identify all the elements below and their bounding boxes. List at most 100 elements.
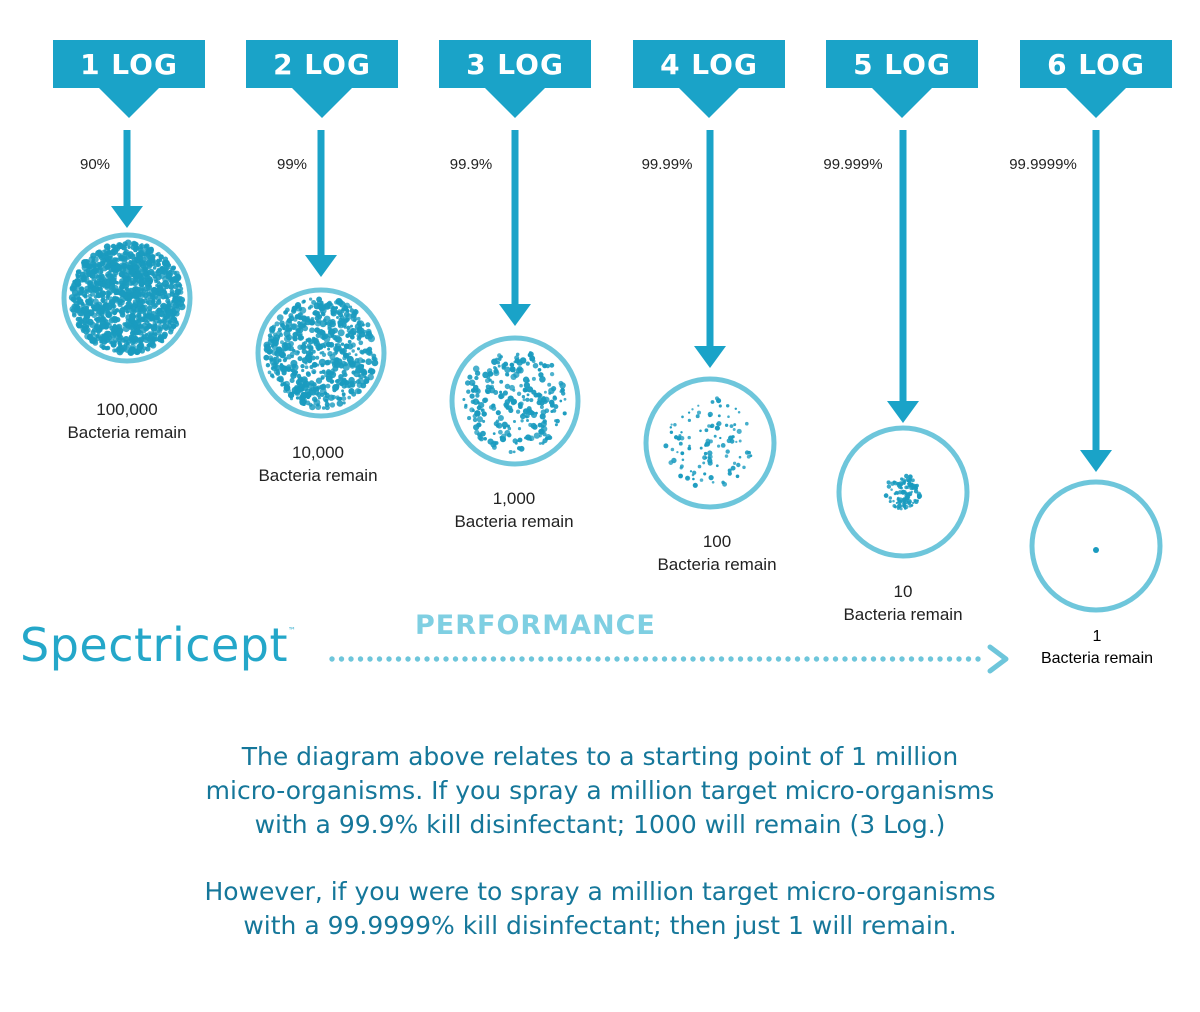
bacterium-dot — [744, 450, 750, 455]
bacterium-dot — [888, 499, 892, 504]
bacterium-dot — [714, 425, 720, 431]
bacterium-dot — [168, 329, 174, 335]
bacterium-dot — [470, 388, 476, 393]
bacterium-dot — [358, 340, 364, 346]
bacterium-dot — [704, 456, 708, 460]
bacterium-dot — [892, 499, 895, 503]
bacterium-dot — [287, 327, 293, 332]
performance-dot — [652, 656, 658, 662]
performance-dot — [500, 656, 506, 662]
bacterium-dot — [343, 352, 350, 359]
bacterium-dot — [551, 386, 557, 392]
bacterium-dot — [273, 334, 280, 342]
bacterium-dot — [681, 458, 685, 462]
bacterium-dot — [708, 439, 713, 444]
remain-caption-6: 1 Bacteria remain — [1041, 626, 1153, 670]
bacterium-dot — [521, 395, 526, 399]
bacterium-dot — [523, 436, 527, 440]
log-banner-3: 3 LOG — [439, 40, 591, 88]
bacterium-dot — [86, 325, 90, 329]
remain-count-5: 10 — [893, 582, 913, 601]
bacterium-dot — [77, 316, 83, 322]
bacterium-dot — [497, 364, 501, 368]
bacterium-dot — [145, 300, 150, 305]
bacterium-dot — [105, 345, 111, 351]
performance-dot — [794, 656, 801, 662]
bacterium-dot — [331, 305, 336, 310]
bacterium-dot — [472, 417, 478, 423]
bacterium-dot — [280, 383, 284, 387]
bacterium-dot — [75, 269, 81, 275]
bacterium-dot — [482, 419, 486, 423]
bacterium-dot — [540, 396, 547, 403]
performance-dot — [956, 656, 962, 662]
trademark-mark: ™ — [288, 626, 297, 635]
bacterium-dot — [515, 352, 520, 357]
bacterium-dot — [892, 504, 897, 508]
bacterium-dot — [311, 361, 318, 368]
bacterium-dot — [124, 248, 128, 253]
bacterium-dot — [492, 432, 496, 435]
bacterium-dot — [283, 389, 288, 393]
bacterium-dot — [158, 254, 164, 260]
bacterium-dot — [710, 400, 715, 404]
bacterium-dot — [487, 438, 494, 445]
bacterium-dot — [513, 360, 517, 364]
bacterium-dot — [713, 434, 717, 438]
performance-dot — [851, 656, 858, 662]
bacterium-dot — [528, 353, 532, 358]
bacterium-dot — [320, 384, 327, 391]
bacterium-dot — [678, 441, 683, 446]
bacterium-dot — [146, 326, 150, 330]
bacterium-dot — [290, 359, 298, 367]
bacterium-dot — [486, 375, 491, 380]
bacterium-dot — [130, 307, 136, 313]
bacterium-dot — [552, 396, 558, 401]
bacterium-dot — [343, 325, 347, 329]
bacterium-dot — [315, 404, 322, 410]
bacterium-dot — [897, 484, 902, 489]
bacterium-dot — [171, 299, 175, 303]
bacterium-dot — [86, 269, 91, 274]
bacterium-dot — [158, 336, 163, 340]
bacterium-dot — [162, 322, 170, 330]
performance-dot — [585, 656, 592, 662]
bacterium-dot — [85, 281, 89, 285]
bacterium-dot — [297, 356, 303, 362]
performance-dot — [709, 656, 715, 662]
bacterium-dot — [90, 252, 97, 259]
bacterium-dot — [110, 304, 115, 309]
performance-dot — [804, 656, 810, 662]
bacterium-dot — [84, 272, 90, 278]
bacterium-dot — [168, 283, 175, 290]
bacterium-dot — [516, 359, 523, 366]
bacterium-dot — [175, 295, 181, 301]
bacterium-dot — [476, 416, 484, 423]
bacterium-dot — [88, 283, 92, 287]
bacterium-dot — [520, 419, 524, 423]
bacterium-dot — [92, 305, 99, 312]
bacterium-dot — [100, 295, 106, 300]
bacterium-dot — [724, 423, 729, 427]
bacterium-dot — [464, 380, 471, 386]
bacterium-dot — [472, 365, 480, 373]
bacterium-dot — [85, 320, 90, 325]
bacterium-dot — [177, 283, 183, 288]
bacterium-dot — [111, 252, 116, 256]
bacterium-dot — [295, 328, 300, 333]
bacterium-dot — [156, 320, 160, 324]
bacterium-dot — [471, 409, 475, 412]
bacterium-dot — [96, 267, 104, 275]
bacterium-dot — [687, 435, 691, 440]
bacterium-dot — [724, 454, 729, 458]
bacterium-dot — [126, 293, 134, 301]
performance-dot — [471, 656, 478, 662]
bacterium-dot — [733, 423, 737, 427]
bacterium-dot — [466, 389, 471, 394]
bacterium-dot — [355, 379, 361, 384]
performance-dot — [965, 656, 972, 662]
performance-dot — [386, 656, 392, 662]
bacterium-dot — [277, 358, 282, 363]
performance-dot — [623, 656, 630, 662]
